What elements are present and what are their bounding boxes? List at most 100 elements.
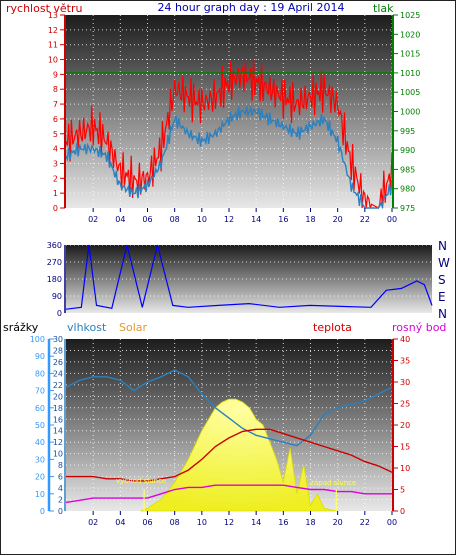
sunset-annotation: západ slunce bbox=[310, 479, 356, 487]
srazky-tick-label: 80 bbox=[35, 369, 45, 378]
srazky-tick-label: 20 bbox=[35, 473, 45, 482]
x-tick-label: 04 bbox=[115, 518, 125, 527]
temperature-tick-label: 35 bbox=[400, 357, 410, 366]
vlhkost-tick-label: 0 bbox=[58, 507, 63, 516]
srazky-tick-label: 0 bbox=[40, 507, 45, 516]
srazky-tick-label: 90 bbox=[35, 352, 45, 361]
x-tick-label: 22 bbox=[360, 518, 370, 527]
x-tick-label: 16 bbox=[278, 518, 288, 527]
srazky-tick-label: 70 bbox=[35, 387, 45, 396]
vlhkost-label: vlhkost bbox=[67, 321, 107, 334]
left-tick-label: 4 bbox=[53, 145, 58, 154]
series-line-0 bbox=[65, 57, 393, 209]
vlhkost-tick-label: 2 bbox=[58, 496, 63, 505]
x-tick-label: 14 bbox=[251, 215, 261, 224]
rosny-bod-label: rosný bod bbox=[392, 321, 446, 334]
x-tick-label: 14 bbox=[251, 518, 261, 527]
vlhkost-tick-label: 24 bbox=[53, 369, 63, 378]
x-tick-label: 10 bbox=[197, 518, 207, 527]
wind-direction-line bbox=[65, 244, 433, 310]
pressure-label: tlak bbox=[373, 2, 394, 15]
x-tick-label: 04 bbox=[115, 215, 125, 224]
vlhkost-tick-label: 30 bbox=[53, 335, 63, 344]
temperature-tick-label: 25 bbox=[400, 400, 410, 409]
left-tick-label: 12 bbox=[48, 26, 58, 35]
vlhkost-tick-label: 8 bbox=[58, 461, 63, 470]
srazky-tick-label: 30 bbox=[35, 455, 45, 464]
srazky-tick-label: 50 bbox=[35, 421, 45, 430]
temperature-tick-label: 15 bbox=[400, 443, 410, 452]
vlhkost-tick-label: 22 bbox=[53, 381, 63, 390]
srazky-tick-label: 60 bbox=[35, 404, 45, 413]
left-tick-label: 9 bbox=[53, 70, 58, 79]
right-tick-label: 990 bbox=[400, 146, 415, 155]
left-tick-label: 13 bbox=[48, 11, 58, 20]
temperature-tick-label: 0 bbox=[400, 507, 405, 516]
x-tick-label: 20 bbox=[333, 518, 343, 527]
vlhkost-tick-label: 18 bbox=[53, 404, 63, 413]
left-tick-label: 8 bbox=[53, 85, 58, 94]
x-tick-label: 00 bbox=[387, 518, 397, 527]
right-tick-label: 980 bbox=[400, 185, 415, 194]
left-tick-label: 7 bbox=[53, 100, 58, 109]
vlhkost-tick-label: 10 bbox=[53, 450, 63, 459]
compass-label: E bbox=[438, 290, 446, 304]
teplota-label: teplota bbox=[313, 321, 352, 334]
vlhkost-tick-label: 16 bbox=[53, 415, 63, 424]
wind-speed-label: rychlost větru bbox=[6, 2, 82, 15]
x-tick-label: 20 bbox=[333, 215, 343, 224]
left-tick-label: 0 bbox=[57, 309, 62, 318]
srazky-tick-label: 40 bbox=[35, 438, 45, 447]
left-tick-label: 90 bbox=[52, 292, 62, 301]
left-tick-label: 2 bbox=[53, 174, 58, 183]
right-tick-label: 1005 bbox=[400, 88, 420, 97]
right-tick-label: 985 bbox=[400, 165, 415, 174]
left-tick-label: 1 bbox=[53, 189, 58, 198]
temperature-tick-label: 40 bbox=[400, 335, 410, 344]
right-tick-label: 975 bbox=[400, 204, 415, 213]
x-tick-label: 12 bbox=[224, 215, 234, 224]
vlhkost-tick-label: 28 bbox=[53, 346, 63, 355]
x-tick-label: 18 bbox=[305, 518, 315, 527]
vlhkost-tick-label: 26 bbox=[53, 358, 63, 367]
temperature-tick-label: 5 bbox=[400, 486, 405, 495]
right-tick-label: 1025 bbox=[400, 11, 420, 20]
vlhkost-tick-label: 20 bbox=[53, 392, 63, 401]
right-tick-label: 1015 bbox=[400, 50, 420, 59]
compass-label: W bbox=[438, 256, 450, 270]
srazky-label: srážky bbox=[3, 321, 39, 334]
x-tick-label: 10 bbox=[197, 215, 207, 224]
x-tick-label: 02 bbox=[88, 518, 98, 527]
left-tick-label: 0 bbox=[53, 204, 58, 213]
x-tick-label: 22 bbox=[360, 215, 370, 224]
solar-label: Solar bbox=[119, 321, 148, 334]
compass-label: N bbox=[438, 239, 447, 253]
series-line-rosný-bod bbox=[65, 484, 392, 504]
left-tick-label: 270 bbox=[47, 258, 62, 267]
series-line-1 bbox=[65, 105, 393, 210]
series-line-teplota bbox=[66, 428, 393, 482]
right-tick-label: 1020 bbox=[400, 30, 420, 39]
temperature-tick-label: 10 bbox=[400, 464, 410, 473]
srazky-tick-label: 100 bbox=[30, 335, 45, 344]
vlhkost-tick-label: 12 bbox=[53, 438, 63, 447]
x-tick-label: 08 bbox=[170, 518, 180, 527]
x-tick-label: 16 bbox=[278, 215, 288, 224]
series-line-vlhkost bbox=[65, 369, 393, 447]
left-tick-label: 180 bbox=[47, 275, 62, 284]
sunrise-annotation: východ slunce bbox=[116, 477, 166, 485]
right-tick-label: 995 bbox=[400, 127, 415, 136]
vlhkost-tick-label: 14 bbox=[53, 427, 63, 436]
compass-label: S bbox=[438, 273, 446, 287]
temperature-tick-label: 20 bbox=[400, 421, 410, 430]
direction-plot-area bbox=[66, 245, 432, 313]
left-tick-label: 11 bbox=[48, 41, 58, 50]
left-tick-label: 6 bbox=[53, 115, 58, 124]
vlhkost-tick-label: 6 bbox=[58, 473, 63, 482]
left-tick-label: 10 bbox=[48, 56, 58, 65]
compass-label: N bbox=[438, 307, 447, 321]
x-tick-label: 08 bbox=[170, 215, 180, 224]
temperature-tick-label: 30 bbox=[400, 378, 410, 387]
